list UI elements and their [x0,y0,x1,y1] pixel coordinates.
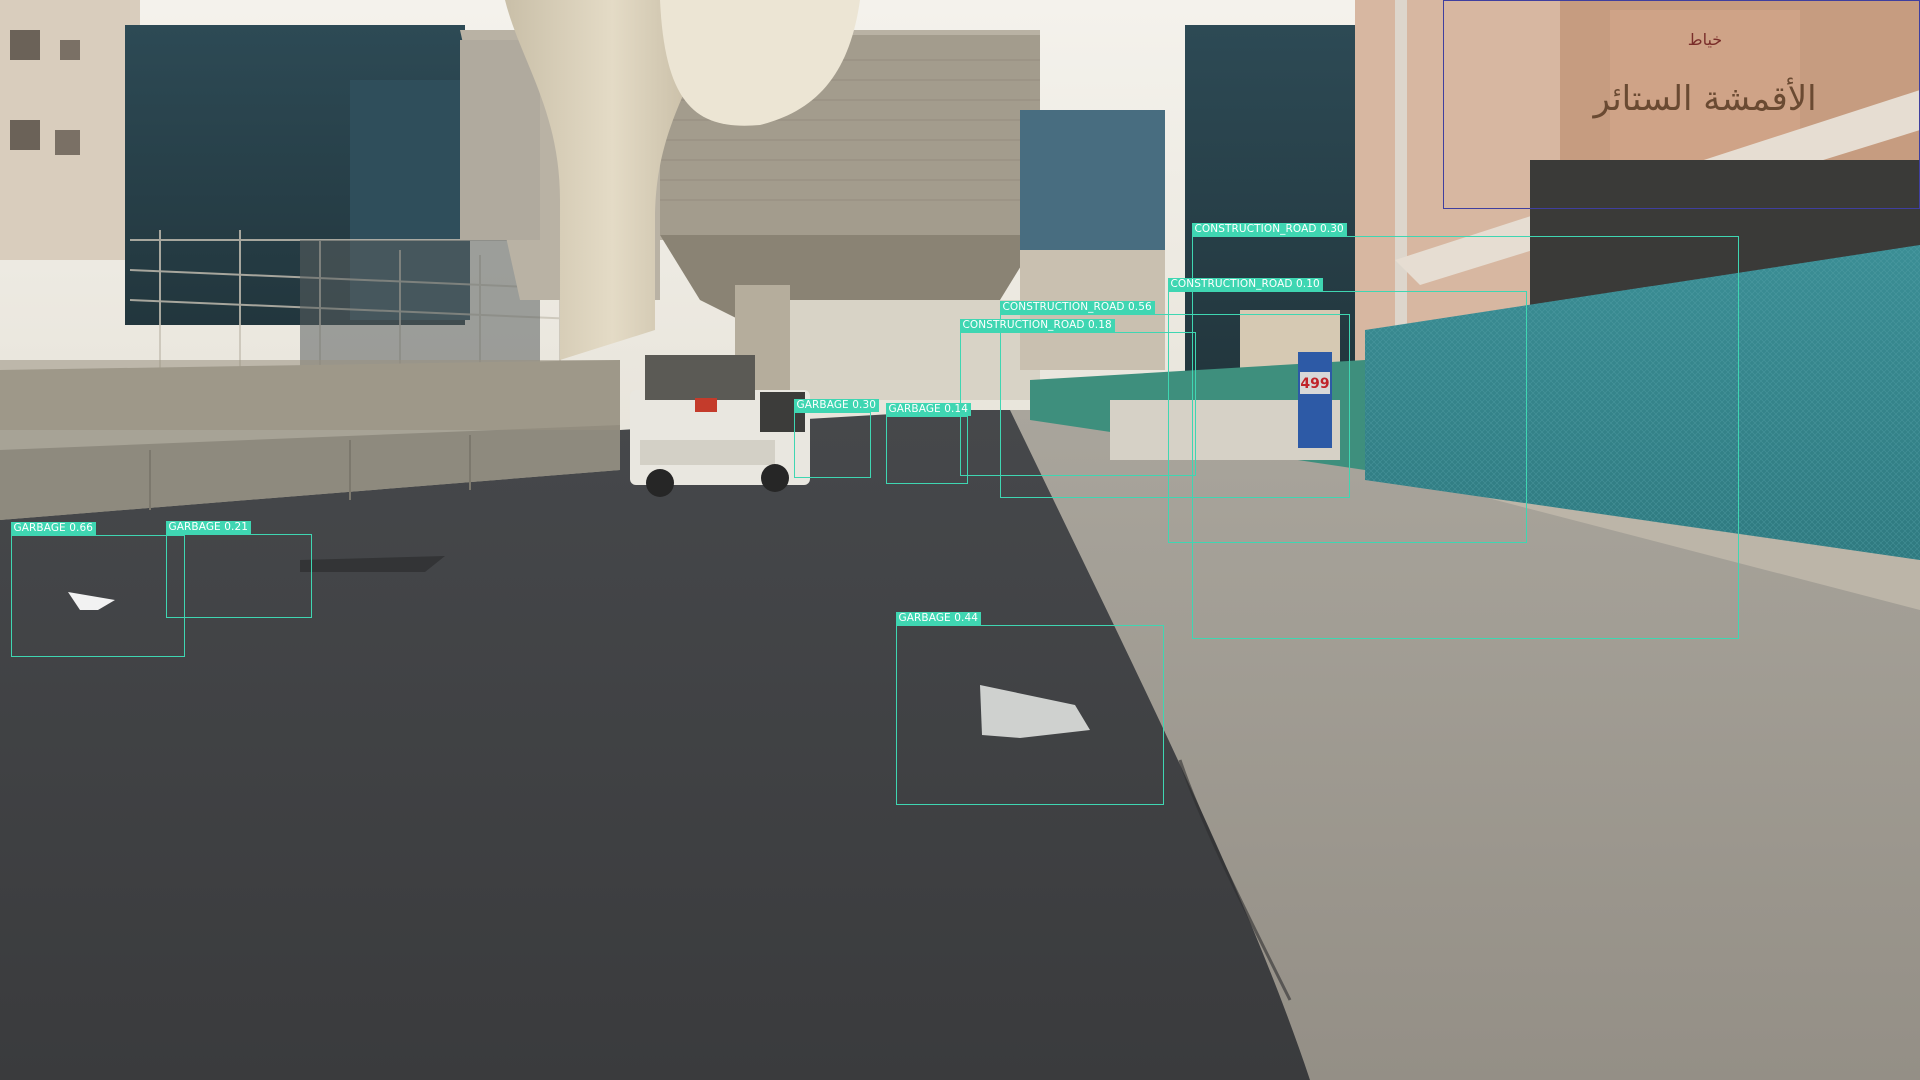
detection-class: GARBAGE [888,403,941,415]
detection-label: GARBAGE 0.21 [165,521,252,534]
detection-class: CONSTRUCTION_ROAD [1170,278,1293,290]
garbage-left [68,592,115,610]
detection-class: GARBAGE [13,522,66,534]
store-sign-text: الأقمشة الستائر [1591,77,1816,119]
detection-score: 0.18 [1088,319,1112,331]
detection-class: GARBAGE [796,399,849,411]
garbage-bag-center [980,685,1090,738]
detection-score: 0.30 [1320,223,1344,235]
store-sign-top-text: خياط [1688,30,1722,49]
pickup-truck [630,355,810,497]
detection-class: GARBAGE [898,612,951,624]
detection-label: GARBAGE 0.44 [895,612,982,625]
detection-class: CONSTRUCTION_ROAD [962,319,1085,331]
detection-score: 0.30 [852,399,877,411]
detection-box-construction-road[interactable]: CONSTRUCTION_ROAD 0.18 [959,319,1196,476]
detection-label: CONSTRUCTION_ROAD 0.30 [1191,223,1347,236]
price-sign-text: 499 [1300,376,1329,392]
secondary-detection-box[interactable] [1443,0,1920,209]
detection-label: GARBAGE 0.66 [10,522,97,535]
detection-box-garbage[interactable]: GARBAGE 0.21 [165,521,312,618]
detection-label: CONSTRUCTION_ROAD 0.18 [959,319,1115,332]
detection-class: CONSTRUCTION_ROAD [1194,223,1317,235]
detection-label: CONSTRUCTION_ROAD 0.56 [999,301,1155,314]
detection-box-garbage[interactable]: GARBAGE 0.14 [885,403,972,484]
detection-box-garbage[interactable]: GARBAGE 0.44 [895,612,1164,805]
detection-class: GARBAGE [168,521,221,533]
detection-box-construction-road[interactable]: CONSTRUCTION_ROAD 0.56 [999,301,1350,498]
detection-score: 0.21 [224,521,249,533]
detection-box-garbage[interactable]: GARBAGE 0.30 [793,399,880,478]
detection-class: CONSTRUCTION_ROAD [1002,301,1125,313]
detection-score: 0.14 [944,403,969,415]
detection-score: 0.56 [1128,301,1152,313]
detection-box-garbage[interactable]: GARBAGE 0.66 [10,522,185,657]
detection-score: 0.66 [69,522,94,534]
detection-score: 0.44 [954,612,979,624]
detection-box-construction-road[interactable]: CONSTRUCTION_ROAD 0.30 [1191,223,1739,639]
detection-label: GARBAGE 0.14 [885,403,972,416]
detection-box-construction-road[interactable]: CONSTRUCTION_ROAD 0.10 [1167,278,1527,543]
detection-score: 0.10 [1296,278,1320,290]
detection-label: CONSTRUCTION_ROAD 0.10 [1167,278,1323,291]
detection-label: GARBAGE 0.30 [793,399,880,412]
